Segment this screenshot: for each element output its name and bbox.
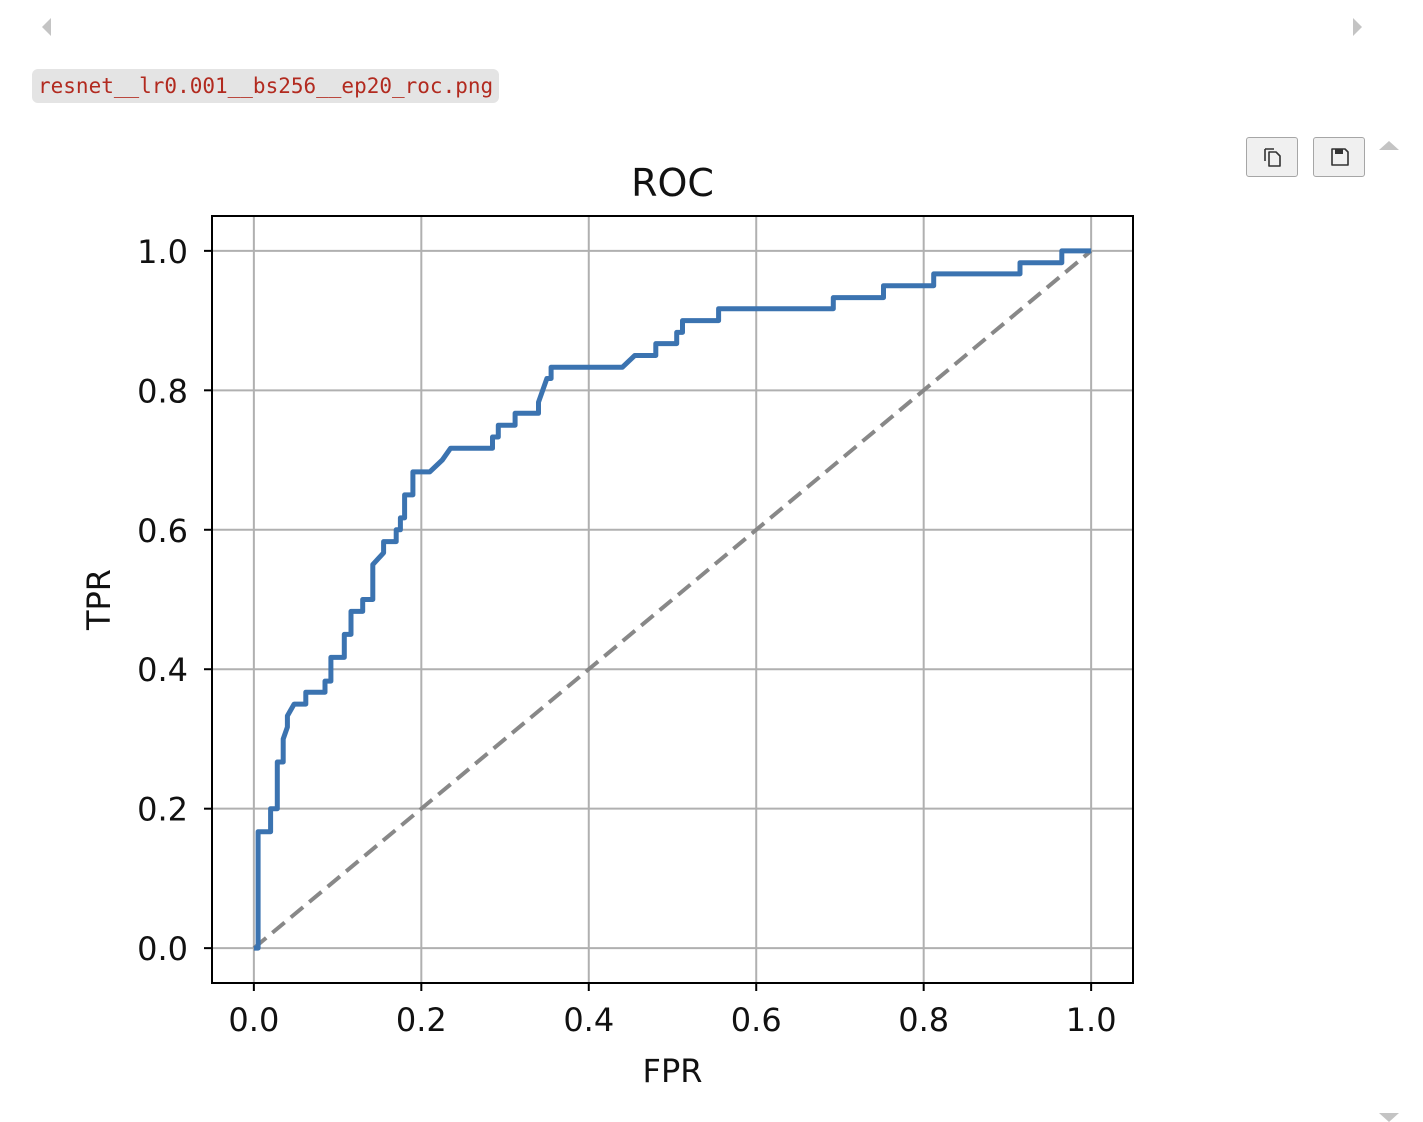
y-tick-label: 0.0 [137, 930, 188, 968]
x-tick-label: 0.4 [563, 1001, 614, 1039]
y-tick-label: 0.6 [137, 512, 188, 550]
floppy-disk-icon [1331, 148, 1349, 166]
x-tick-label: 0.0 [228, 1001, 279, 1039]
x-tick-label: 0.6 [731, 1001, 782, 1039]
y-axis-label: TPR [80, 569, 118, 631]
chance-diagonal-line [252, 249, 1093, 950]
scroll-up-arrow-icon[interactable] [1379, 141, 1399, 150]
x-axis-label: FPR [643, 1052, 703, 1090]
x-tick-label: 0.8 [898, 1001, 949, 1039]
x-tick-label: 1.0 [1066, 1001, 1117, 1039]
axes-frame [211, 215, 1134, 984]
x-tick-label: 0.2 [396, 1001, 447, 1039]
chart-plot-area [252, 248, 1093, 951]
y-tick-label: 0.8 [137, 372, 188, 410]
output-filename: resnet__lr0.001__bs256__ep20_roc.png [32, 69, 500, 103]
roc-curve-line [253, 248, 1092, 951]
save-button[interactable] [1313, 137, 1365, 177]
scroll-down-arrow-icon[interactable] [1379, 1113, 1399, 1122]
scroll-left-arrow-icon[interactable] [42, 18, 51, 36]
y-tick-label: 1.0 [137, 233, 188, 271]
copy-button[interactable] [1246, 137, 1298, 177]
y-tick-label: 0.2 [137, 791, 188, 829]
chart-title: ROC [631, 161, 714, 205]
chart-grid [212, 216, 1133, 983]
y-tick-label: 0.4 [137, 651, 188, 689]
copy-icon [1264, 148, 1281, 167]
scroll-right-arrow-icon[interactable] [1353, 18, 1362, 36]
chart-ticks: 0.0 0.2 0.4 0.6 0.8 1.0 0.0 0.2 0.4 0.6 0.8 1.0 [137, 233, 1116, 1039]
